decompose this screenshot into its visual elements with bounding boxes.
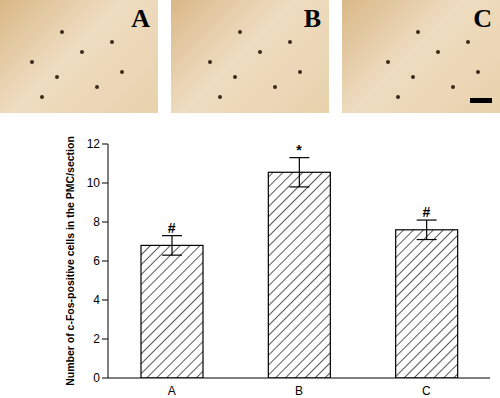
svg-text:2: 2 — [93, 332, 100, 346]
svg-text:4: 4 — [93, 293, 100, 307]
html-text:A: A — [131, 4, 150, 33]
html-text:Number of c-Fos-positive cells: Number of c-Fos-positive cells in the PM… — [64, 136, 76, 386]
svg-text:6: 6 — [93, 254, 100, 268]
html-text:B: B — [303, 4, 321, 33]
svg-text:B: B — [295, 384, 303, 398]
svg-text:8: 8 — [93, 215, 100, 229]
svg-text:0: 0 — [93, 371, 100, 385]
svg-text:A: A — [168, 384, 176, 398]
svg-text:#: # — [168, 220, 176, 236]
svg-text:10: 10 — [87, 176, 101, 190]
svg-text:C: C — [422, 384, 431, 398]
svg-text:*: * — [296, 142, 302, 158]
html-text:C: C — [473, 4, 492, 33]
svg-text:#: # — [422, 204, 430, 220]
svg-text:12: 12 — [87, 137, 101, 151]
